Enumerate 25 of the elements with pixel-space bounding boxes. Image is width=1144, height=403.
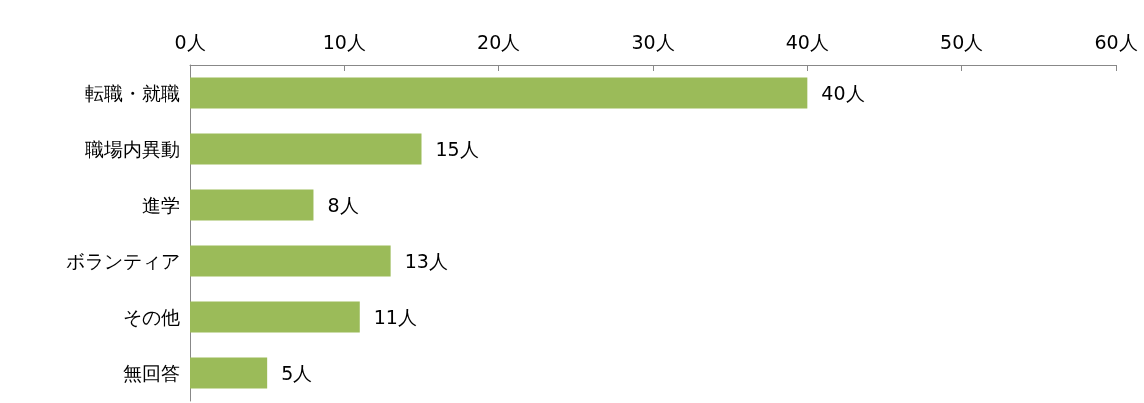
- y-tick-label: 無回答: [123, 362, 180, 384]
- bar: [190, 189, 314, 221]
- y-tick-label: その他: [123, 306, 180, 328]
- data-label: 15人: [435, 138, 479, 160]
- y-tick-label: 進学: [142, 194, 180, 216]
- data-label: 5人: [281, 362, 313, 384]
- bar: [190, 245, 391, 277]
- x-tick-label: 60人: [1094, 30, 1138, 53]
- x-tick-label: 10人: [322, 30, 366, 53]
- data-label: 40人: [821, 82, 865, 104]
- x-tick-label: 20人: [477, 30, 521, 53]
- data-label: 11人: [373, 306, 417, 328]
- bar: [190, 77, 808, 109]
- x-tick-label: 50人: [940, 30, 984, 53]
- x-tick-label: 30人: [631, 30, 675, 53]
- y-tick-label: 職場内異動: [85, 138, 180, 160]
- data-label: 8人: [327, 194, 359, 216]
- bar: [190, 301, 360, 333]
- x-tick-label: 40人: [785, 30, 829, 53]
- x-tick-label: 0人: [174, 30, 206, 53]
- bar: [190, 133, 422, 165]
- y-tick-label: ボランティア: [66, 250, 180, 272]
- bar: [190, 357, 268, 389]
- y-tick-label: 転職・就職: [85, 82, 180, 104]
- data-label: 13人: [404, 250, 448, 272]
